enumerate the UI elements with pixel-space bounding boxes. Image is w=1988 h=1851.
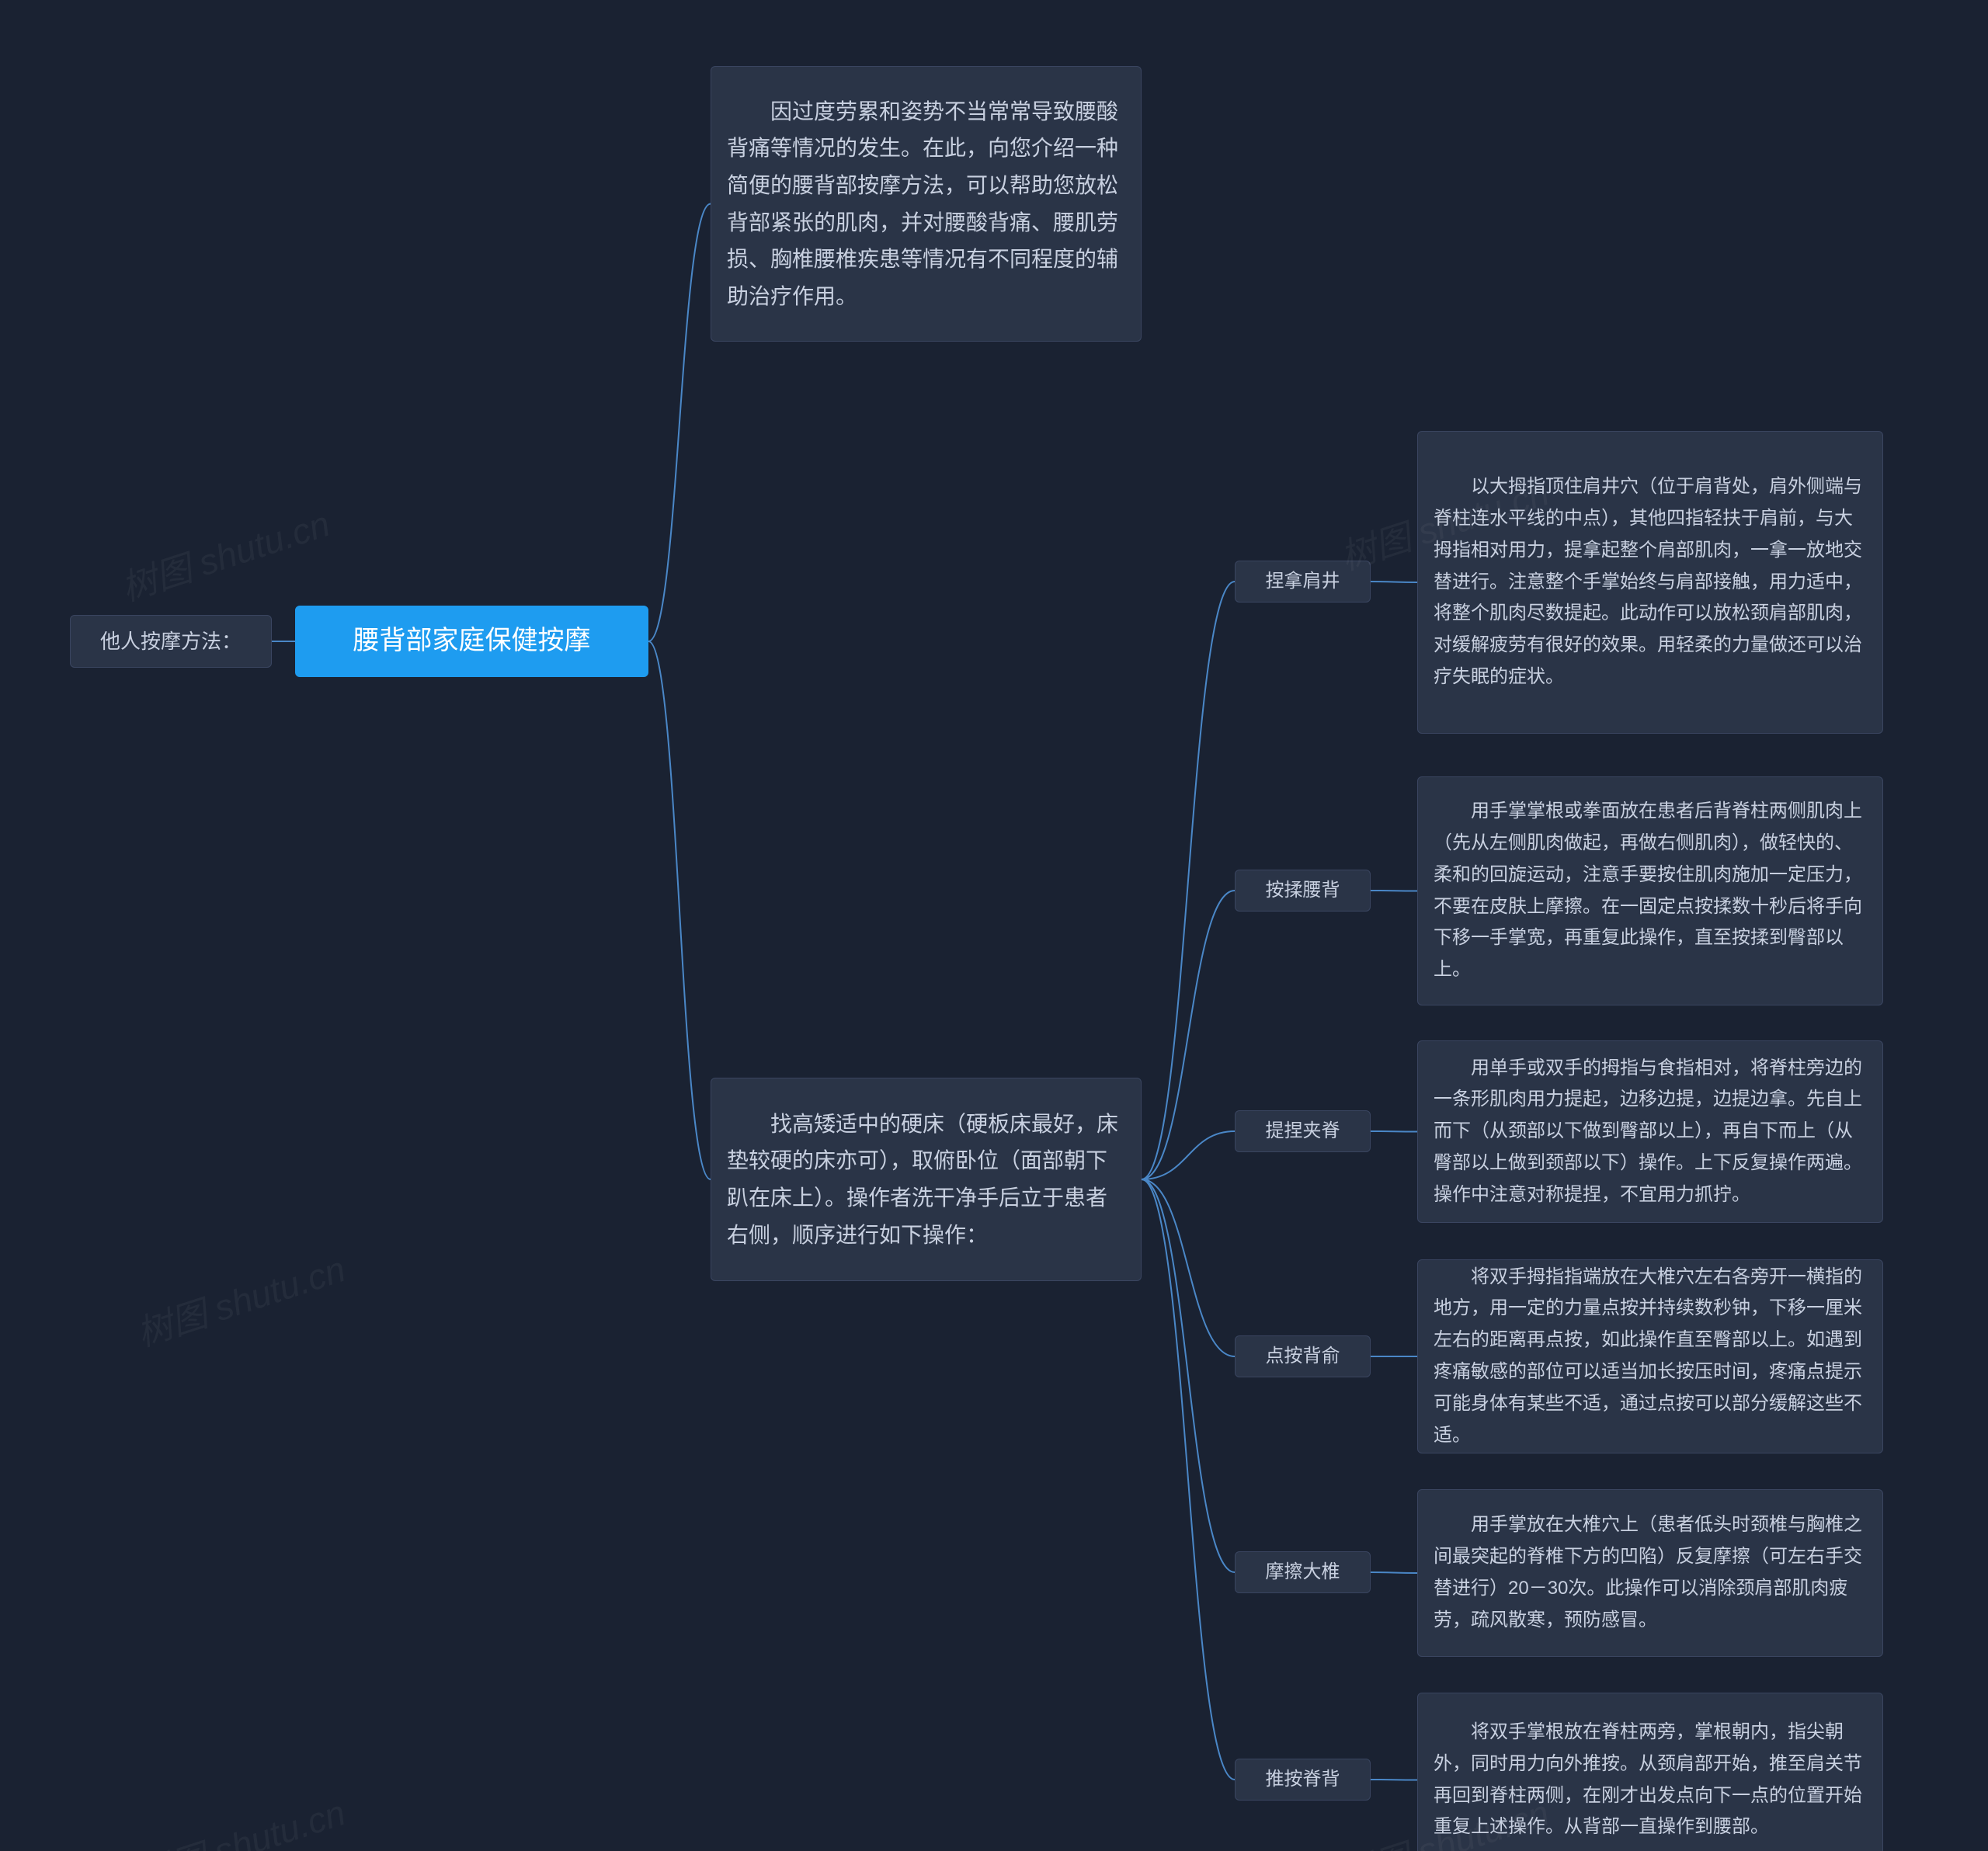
left-node-text: 他人按摩方法：	[100, 624, 242, 658]
level1-node-1-text: 找高矮适中的硬床（硬板床最好，床垫较硬的床亦可），取俯卧位（面部朝下趴在床上）。…	[727, 1106, 1125, 1253]
step-label-3-text: 点按背俞	[1266, 1341, 1340, 1373]
left-node[interactable]: 他人按摩方法：	[70, 615, 272, 668]
step-desc-1[interactable]: 用手掌掌根或拳面放在患者后背脊柱两侧肌肉上（先从左侧肌肉做起，再做右侧肌肉），做…	[1417, 776, 1883, 1005]
root-node[interactable]: 腰背部家庭保健按摩	[295, 606, 648, 677]
step-label-1[interactable]: 按揉腰背	[1235, 870, 1371, 912]
step-label-0-text: 捏拿肩井	[1266, 566, 1340, 598]
step-desc-4[interactable]: 用手掌放在大椎穴上（患者低头时颈椎与胸椎之间最突起的脊椎下方的凹陷）反复摩擦（可…	[1417, 1489, 1883, 1657]
step-desc-3[interactable]: 将双手拇指指端放在大椎穴左右各旁开一横指的地方，用一定的力量点按并持续数秒钟，下…	[1417, 1259, 1883, 1453]
step-desc-2[interactable]: 用单手或双手的拇指与食指相对，将脊柱旁边的一条形肌肉用力提起，边移边提，边提边拿…	[1417, 1040, 1883, 1223]
step-desc-5-text: 将双手掌根放在脊柱两旁，掌根朝内，指尖朝外，同时用力向外推按。从颈肩部开始，推至…	[1434, 1717, 1867, 1843]
step-label-0[interactable]: 捏拿肩井	[1235, 561, 1371, 603]
step-desc-0[interactable]: 以大拇指顶住肩井穴（位于肩背处，肩外侧端与脊柱连水平线的中点），其他四指轻扶于肩…	[1417, 431, 1883, 734]
step-desc-4-text: 用手掌放在大椎穴上（患者低头时颈椎与胸椎之间最突起的脊椎下方的凹陷）反复摩擦（可…	[1434, 1509, 1867, 1636]
step-label-2-text: 提捏夹脊	[1266, 1116, 1340, 1148]
level1-node-1[interactable]: 找高矮适中的硬床（硬板床最好，床垫较硬的床亦可），取俯卧位（面部朝下趴在床上）。…	[711, 1078, 1142, 1281]
root-node-text: 腰背部家庭保健按摩	[353, 619, 591, 664]
step-label-5-text: 推按脊背	[1266, 1764, 1340, 1796]
step-desc-1-text: 用手掌掌根或拳面放在患者后背脊柱两侧肌肉上（先从左侧肌肉做起，再做右侧肌肉），做…	[1434, 796, 1867, 986]
step-label-5[interactable]: 推按脊背	[1235, 1759, 1371, 1801]
step-label-4-text: 摩擦大椎	[1266, 1557, 1340, 1589]
nodes-layer: 腰背部家庭保健按摩 他人按摩方法： 因过度劳累和姿势不当常常导致腰酸背痛等情况的发…	[0, 0, 1988, 1851]
step-desc-2-text: 用单手或双手的拇指与食指相对，将脊柱旁边的一条形肌肉用力提起，边移边提，边提边拿…	[1434, 1053, 1867, 1211]
level1-node-0[interactable]: 因过度劳累和姿势不当常常导致腰酸背痛等情况的发生。在此，向您介绍一种简便的腰背部…	[711, 66, 1142, 342]
step-desc-3-text: 将双手拇指指端放在大椎穴左右各旁开一横指的地方，用一定的力量点按并持续数秒钟，下…	[1434, 1262, 1867, 1452]
step-desc-5[interactable]: 将双手掌根放在脊柱两旁，掌根朝内，指尖朝外，同时用力向外推按。从颈肩部开始，推至…	[1417, 1693, 1883, 1851]
level1-node-0-text: 因过度劳累和姿势不当常常导致腰酸背痛等情况的发生。在此，向您介绍一种简便的腰背部…	[727, 93, 1125, 315]
step-label-2[interactable]: 提捏夹脊	[1235, 1110, 1371, 1152]
step-label-4[interactable]: 摩擦大椎	[1235, 1551, 1371, 1593]
step-label-3[interactable]: 点按背俞	[1235, 1335, 1371, 1377]
step-label-1-text: 按揉腰背	[1266, 875, 1340, 907]
step-desc-0-text: 以大拇指顶住肩井穴（位于肩背处，肩外侧端与脊柱连水平线的中点），其他四指轻扶于肩…	[1434, 471, 1867, 693]
